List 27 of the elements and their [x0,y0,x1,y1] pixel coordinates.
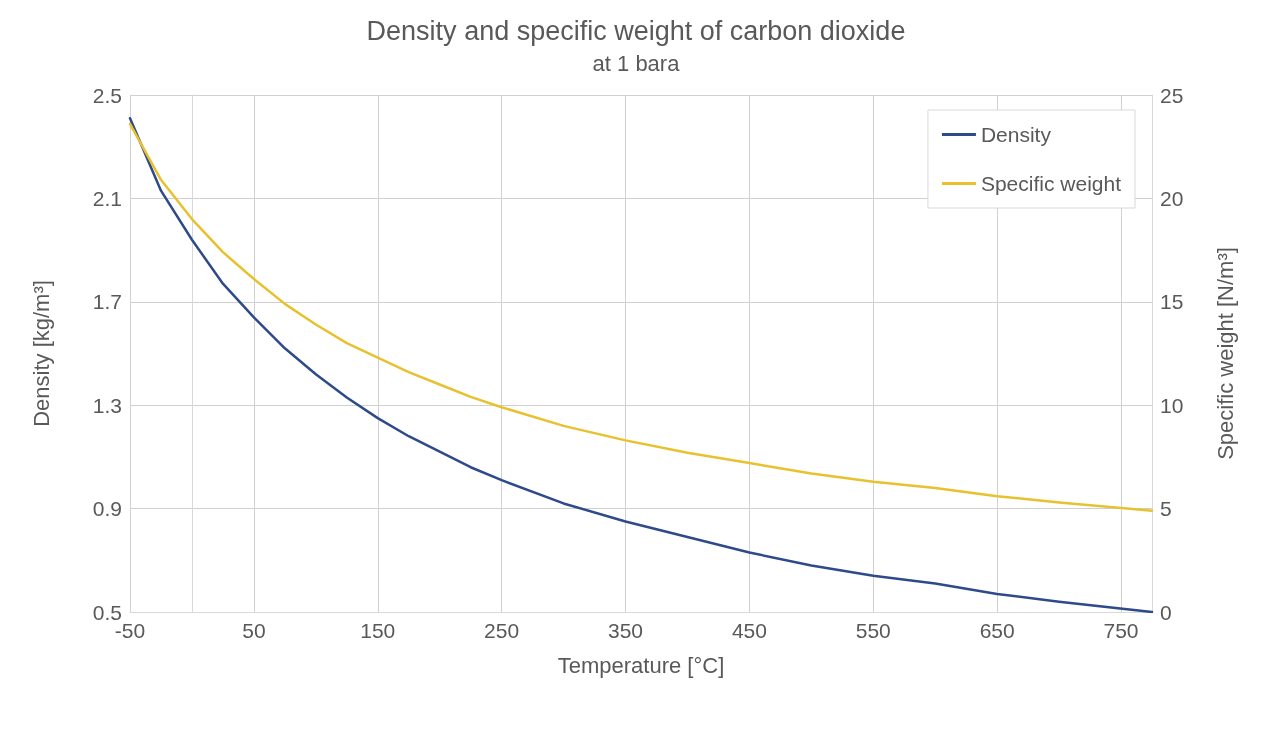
legend-label: Specific weight [980,172,1122,195]
y-tick-label: 1.3 [92,393,122,417]
x-tick-label: 50 [242,619,266,642]
x-tick-label: 350 [607,619,644,642]
y2-tick-label: 15 [1160,290,1184,314]
x-tick-label: 750 [1103,619,1139,642]
y-tick-label: 2.1 [92,186,122,210]
y-tick-label: 2.5 [92,83,122,107]
y2-tick-label: 5 [1160,497,1172,521]
y2-tick-label: 20 [1160,186,1184,210]
x-tick-label: 150 [360,619,396,642]
line-series [128,122,1154,512]
y2-tick-label: 25 [1160,83,1184,107]
x-tick-label: 250 [484,619,520,642]
y-axis-title: Density [kg/m³] [28,280,54,427]
x-tick-label: 550 [855,619,891,642]
chart-title: Density and specific weight of carbon dioxide [366,15,906,46]
y-tick-label: 1.7 [92,290,122,314]
x-tick-label: 450 [731,619,767,642]
y2-tick-label: 0 [1160,600,1172,624]
legend-label: Density [980,123,1052,146]
y2-axis-title: Specific weight [N/m³] [1212,247,1238,460]
y-tick-label: 0.9 [92,497,122,521]
x-axis-title: Temperature [°C] [557,652,725,678]
x-tick-label: 650 [979,619,1015,642]
y2-tick-label: 10 [1160,393,1184,417]
chart-subtitle: at 1 bara [592,50,681,76]
